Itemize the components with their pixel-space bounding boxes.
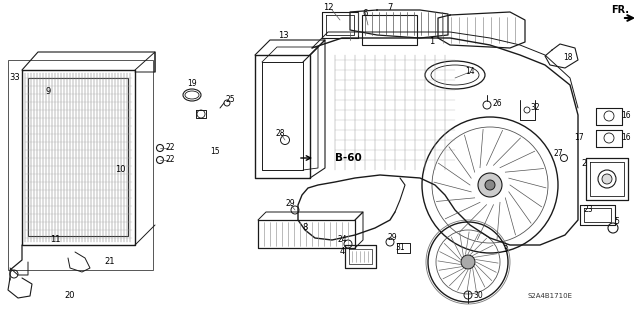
Text: 32: 32	[530, 102, 540, 112]
Circle shape	[478, 173, 502, 197]
Text: S2A4B1710E: S2A4B1710E	[527, 293, 573, 299]
Text: 11: 11	[50, 235, 60, 244]
Text: 3: 3	[502, 246, 508, 255]
Text: 25: 25	[225, 95, 235, 105]
Text: FR.: FR.	[611, 5, 629, 15]
Circle shape	[602, 174, 612, 184]
Text: 24: 24	[337, 235, 347, 244]
Circle shape	[485, 180, 495, 190]
Text: 33: 33	[10, 73, 20, 83]
Text: 30: 30	[473, 292, 483, 300]
Text: 6: 6	[362, 9, 368, 18]
Text: 14: 14	[465, 68, 475, 77]
Text: 22: 22	[165, 144, 175, 152]
Text: 22: 22	[165, 155, 175, 165]
Text: 5: 5	[614, 218, 620, 226]
Bar	[28, 78, 128, 236]
Text: 15: 15	[210, 147, 220, 157]
Text: 18: 18	[563, 53, 573, 62]
Text: 29: 29	[387, 233, 397, 241]
Text: B-60: B-60	[335, 153, 362, 163]
Text: 23: 23	[583, 205, 593, 214]
Text: 2: 2	[581, 159, 587, 167]
Text: 21: 21	[105, 257, 115, 266]
Text: 16: 16	[621, 112, 631, 121]
Text: 13: 13	[278, 31, 288, 40]
Text: 26: 26	[492, 100, 502, 108]
Text: 8: 8	[302, 224, 308, 233]
Text: 28: 28	[275, 129, 285, 137]
Text: 7: 7	[387, 4, 393, 12]
Text: 16: 16	[621, 133, 631, 143]
Text: 10: 10	[115, 166, 125, 174]
Circle shape	[461, 255, 475, 269]
Text: 31: 31	[395, 243, 405, 253]
Text: 19: 19	[187, 78, 197, 87]
Text: 17: 17	[574, 132, 584, 142]
Text: 4: 4	[339, 248, 344, 256]
Text: 29: 29	[285, 199, 295, 209]
Text: 20: 20	[65, 291, 76, 300]
Bar	[362, 15, 417, 45]
Text: 9: 9	[45, 87, 51, 97]
Text: 1: 1	[429, 38, 435, 47]
Text: 12: 12	[323, 4, 333, 12]
Bar	[8, 60, 153, 270]
Text: 27: 27	[553, 149, 563, 158]
